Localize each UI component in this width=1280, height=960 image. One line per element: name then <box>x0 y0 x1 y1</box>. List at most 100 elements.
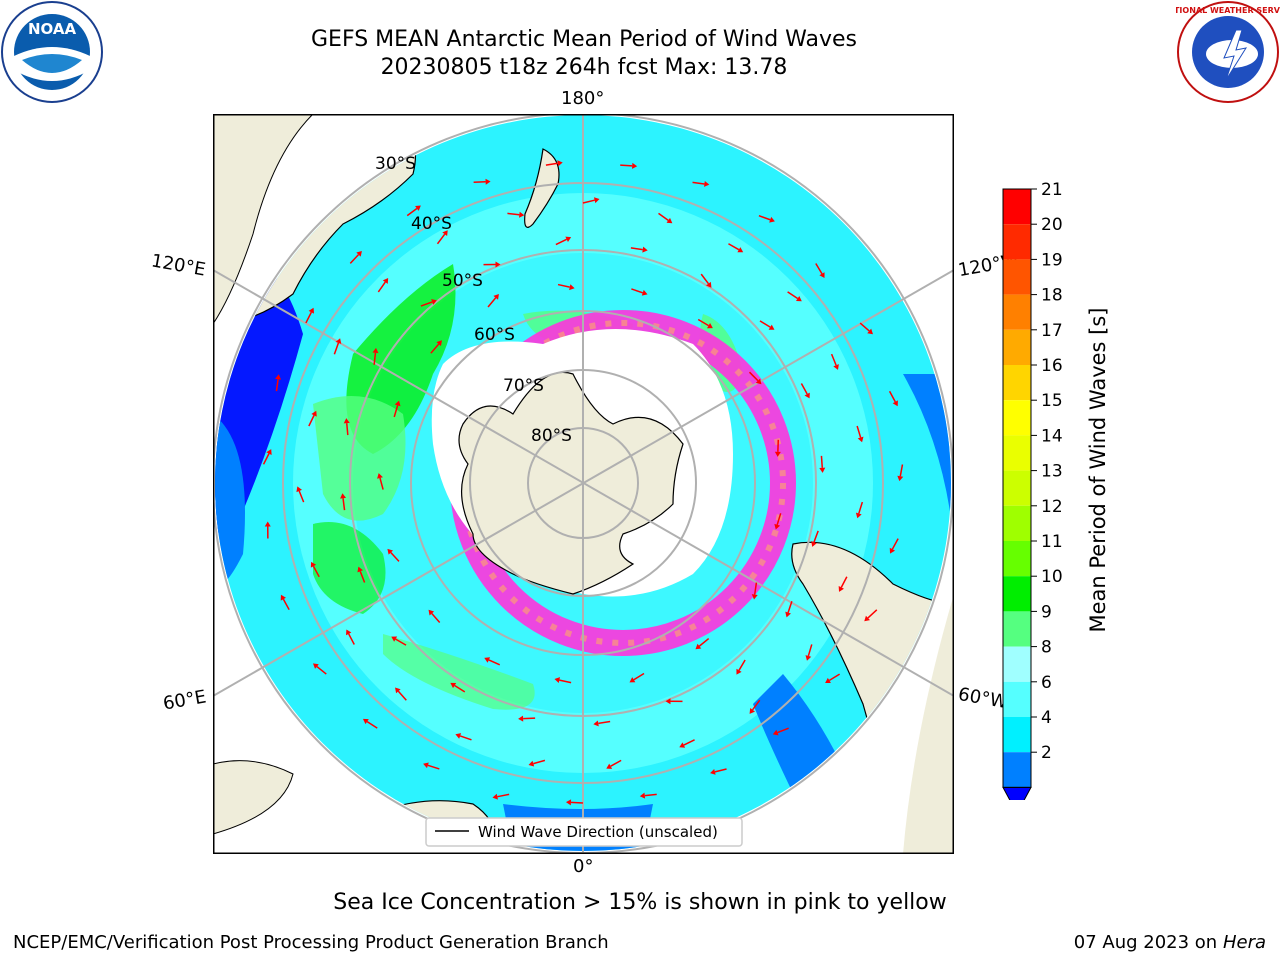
wave-arrow <box>533 759 546 765</box>
wave-arrow-head <box>774 523 781 530</box>
wave-arrow-head <box>606 763 613 769</box>
wave-arrow-head <box>484 657 491 663</box>
wave-arrow-head <box>362 718 369 725</box>
wave-arrow-head <box>313 663 319 669</box>
wave-arrow-head <box>346 629 352 636</box>
wave-arrow <box>698 637 710 647</box>
wave-arrow <box>487 297 497 308</box>
wave-arrow <box>559 679 572 684</box>
wave-arrow-head <box>554 677 560 684</box>
wave-arrow-head <box>377 473 383 479</box>
wave-arrow-head <box>666 217 673 224</box>
footer-host: Hera <box>1222 932 1266 953</box>
wave-arrow-head <box>804 392 810 399</box>
colorbar-tick-label: 2 <box>1041 743 1052 763</box>
colorbar-swatch <box>1003 365 1031 401</box>
wave-arrow-head <box>275 374 282 380</box>
wave-arrow-head <box>382 278 389 284</box>
wave-arrow-head <box>593 720 599 727</box>
wave-arrow <box>815 263 823 275</box>
lat-label-80s: 80°S <box>531 426 572 446</box>
wave-arrow-head <box>855 512 862 519</box>
wave-arrow <box>787 291 799 300</box>
colorbar-swatch <box>1003 646 1031 682</box>
wave-arrow <box>714 768 727 773</box>
lat-label-30s: 30°S <box>375 154 416 174</box>
wave-arrow-head <box>280 594 286 601</box>
wave-arrow-head <box>769 216 775 223</box>
wave-arrow <box>759 320 771 328</box>
colorbar-tick-label: 21 <box>1041 180 1063 200</box>
wave-arrow-head <box>450 682 457 689</box>
legend-label: Wind Wave Direction (unscaled) <box>478 823 718 841</box>
colorbar-swatch <box>1003 505 1031 541</box>
wave-arrow <box>830 353 837 366</box>
wave-arrow-head <box>736 668 742 675</box>
wave-arrow-head <box>772 729 779 736</box>
colorbar-swatch <box>1003 752 1031 788</box>
wave-arrow <box>807 644 813 657</box>
wave-arrow-head <box>838 586 844 592</box>
wave-arrow-head <box>357 566 364 573</box>
wave-arrow-head <box>565 799 572 806</box>
wave-arrow <box>390 552 400 562</box>
wave-arrow <box>631 288 644 294</box>
wave-arrow <box>431 612 441 624</box>
colorbar-swatch <box>1003 224 1031 260</box>
colorbar-swatch <box>1003 576 1031 612</box>
wave-arrow <box>856 425 862 438</box>
wave-arrow <box>800 383 808 395</box>
noaa-logo-text: NOAA <box>28 20 77 38</box>
colorbar-extend-triangle <box>1002 786 1032 800</box>
colorbar-swatch <box>1003 681 1031 717</box>
wave-arrow <box>728 243 740 251</box>
wave-arrow-head <box>706 281 712 288</box>
wave-arrow <box>393 405 399 418</box>
wave-arrow-head <box>679 742 686 748</box>
wave-arrow <box>683 739 695 746</box>
wave-arrow-head <box>310 561 317 568</box>
wave-arrow-head <box>518 715 524 722</box>
wave-arrow <box>427 764 440 770</box>
colorbar-tick-label: 8 <box>1041 638 1052 658</box>
wave-arrow <box>776 513 782 525</box>
wave-arrow-head <box>335 338 342 344</box>
wave-arrow <box>700 273 710 285</box>
colorbar-swatch <box>1003 259 1031 295</box>
wave-arrow <box>316 665 327 675</box>
nws-logo: NATIONAL WEATHER SERVICE <box>1176 1 1280 103</box>
wave-arrow-head <box>593 197 600 204</box>
wave-arrow <box>420 301 433 307</box>
lon-label-60e: 60°E <box>161 686 208 715</box>
colorbar-tick-label: 13 <box>1041 462 1063 482</box>
wave-arrow-head <box>528 760 535 767</box>
wave-arrow <box>598 720 611 725</box>
wave-arrow-head <box>629 677 636 683</box>
wave-arrow <box>633 672 645 681</box>
wave-arrow <box>436 233 446 245</box>
svg-text:NATIONAL WEATHER SERVICE: NATIONAL WEATHER SERVICE <box>1176 6 1280 15</box>
wave-arrow-head <box>372 347 379 354</box>
wave-arrow <box>840 576 848 588</box>
wave-arrow-head <box>387 548 394 555</box>
wave-arrow-head <box>811 541 817 547</box>
wave-arrow-head <box>819 272 825 279</box>
wave-arrow-head <box>415 205 421 211</box>
wave-arrow <box>377 281 386 293</box>
wave-arrow-head <box>857 436 864 443</box>
wave-arrow-head <box>632 162 638 169</box>
wave-arrow-head <box>264 521 271 527</box>
wave-arrow-head <box>641 289 648 296</box>
colorbar-tick-label: 11 <box>1041 532 1063 552</box>
wave-arrow-head <box>819 467 826 473</box>
lon-label-0: 0° <box>573 856 594 877</box>
wave-arrow <box>406 207 418 217</box>
wave-arrow <box>373 352 377 365</box>
wave-arrow <box>777 727 789 734</box>
wave-arrow <box>497 793 510 798</box>
wave-arrow <box>507 212 520 216</box>
wave-arrow-head <box>751 594 758 600</box>
wave-arrow-head <box>867 328 873 335</box>
wave-arrow-head <box>492 793 498 800</box>
wave-arrow-head <box>391 636 398 642</box>
